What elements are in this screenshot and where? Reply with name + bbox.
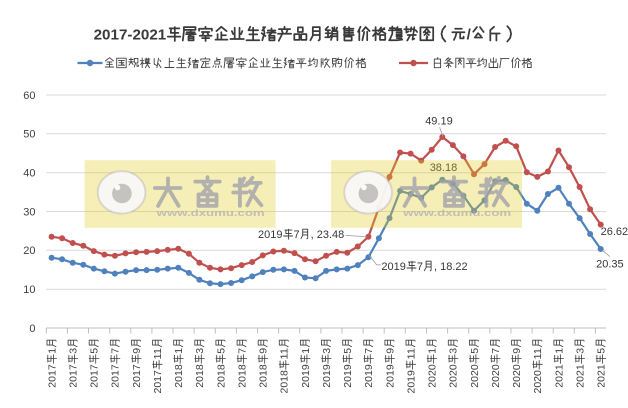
svg-text:30: 30 [23, 206, 35, 218]
svg-text:2017: 2017 [68, 364, 80, 388]
svg-text:38.18: 38.18 [430, 162, 458, 174]
svg-text:2019: 2019 [384, 364, 396, 388]
svg-text:www.dxumu.com: www.dxumu.com [402, 208, 511, 219]
svg-text:3: 3 [194, 348, 206, 354]
svg-text:2020: 2020 [448, 364, 460, 388]
svg-text:10: 10 [23, 284, 35, 296]
svg-text:9: 9 [384, 348, 396, 354]
svg-text:2020: 2020 [532, 370, 544, 394]
svg-text:11: 11 [152, 348, 164, 360]
svg-text:5: 5 [89, 348, 101, 354]
svg-text:2018: 2018 [173, 364, 185, 388]
svg-text:5: 5 [342, 348, 354, 354]
svg-text:20: 20 [23, 245, 35, 257]
svg-text:5: 5 [469, 348, 481, 354]
svg-text:11: 11 [532, 348, 544, 360]
svg-text:9: 9 [511, 348, 523, 354]
svg-text:2017: 2017 [131, 364, 143, 388]
svg-text:2021: 2021 [574, 364, 586, 388]
svg-text:9: 9 [131, 348, 143, 354]
svg-text:2019: 2019 [321, 364, 333, 388]
svg-text:2019: 2019 [300, 364, 312, 388]
svg-text:9: 9 [258, 348, 270, 354]
svg-text:60: 60 [23, 90, 35, 102]
svg-text:11: 11 [279, 348, 291, 360]
svg-text:3: 3 [448, 348, 460, 354]
svg-text:50: 50 [23, 129, 35, 141]
svg-text:2020: 2020 [427, 364, 439, 388]
svg-text:1: 1 [173, 348, 185, 354]
svg-text:49.19: 49.19 [425, 116, 453, 128]
svg-text:0: 0 [29, 323, 35, 335]
svg-text:26.62: 26.62 [601, 226, 628, 238]
svg-text:3: 3 [321, 348, 333, 354]
svg-text:2018: 2018 [279, 370, 291, 394]
svg-text:5: 5 [215, 348, 227, 354]
svg-text:7: 7 [110, 348, 122, 354]
svg-text:2019: 2019 [342, 364, 354, 388]
svg-text:7: 7 [363, 348, 375, 354]
svg-text:1: 1 [46, 348, 58, 354]
svg-text:7: 7 [417, 261, 423, 273]
svg-text:1: 1 [300, 348, 312, 354]
svg-text:11: 11 [405, 348, 417, 360]
svg-text:2019: 2019 [363, 364, 375, 388]
svg-text:7: 7 [294, 229, 300, 241]
svg-text:/: / [467, 26, 472, 43]
svg-text:, 18.22: , 18.22 [434, 261, 468, 273]
svg-text:2018: 2018 [194, 364, 206, 388]
svg-text:2017-2021: 2017-2021 [94, 26, 167, 43]
svg-text:3: 3 [574, 348, 586, 354]
svg-text:3: 3 [68, 348, 80, 354]
svg-text:2019: 2019 [381, 261, 405, 273]
svg-text:5: 5 [596, 348, 608, 354]
svg-text:2021: 2021 [553, 364, 565, 388]
svg-text:2017: 2017 [89, 364, 101, 388]
svg-text:2021: 2021 [596, 364, 608, 388]
svg-text:www.dxumu.com: www.dxumu.com [155, 208, 264, 219]
svg-text:20.35: 20.35 [596, 259, 624, 271]
svg-text:2020: 2020 [469, 364, 481, 388]
svg-text:2018: 2018 [215, 364, 227, 388]
svg-text:2017: 2017 [46, 364, 58, 388]
svg-text:2019: 2019 [405, 370, 417, 394]
svg-text:1: 1 [553, 348, 565, 354]
svg-text:2017: 2017 [152, 370, 164, 394]
svg-text:, 23.48: , 23.48 [311, 229, 345, 241]
svg-text:7: 7 [237, 348, 249, 354]
svg-text:2018: 2018 [237, 364, 249, 388]
svg-text:7: 7 [490, 348, 502, 354]
svg-text:2020: 2020 [511, 364, 523, 388]
svg-text:2017: 2017 [110, 364, 122, 388]
svg-text:2020: 2020 [490, 364, 502, 388]
svg-text:40: 40 [23, 168, 35, 180]
svg-text:2018: 2018 [258, 364, 270, 388]
svg-text:2019: 2019 [258, 229, 282, 241]
svg-text:1: 1 [427, 348, 439, 354]
